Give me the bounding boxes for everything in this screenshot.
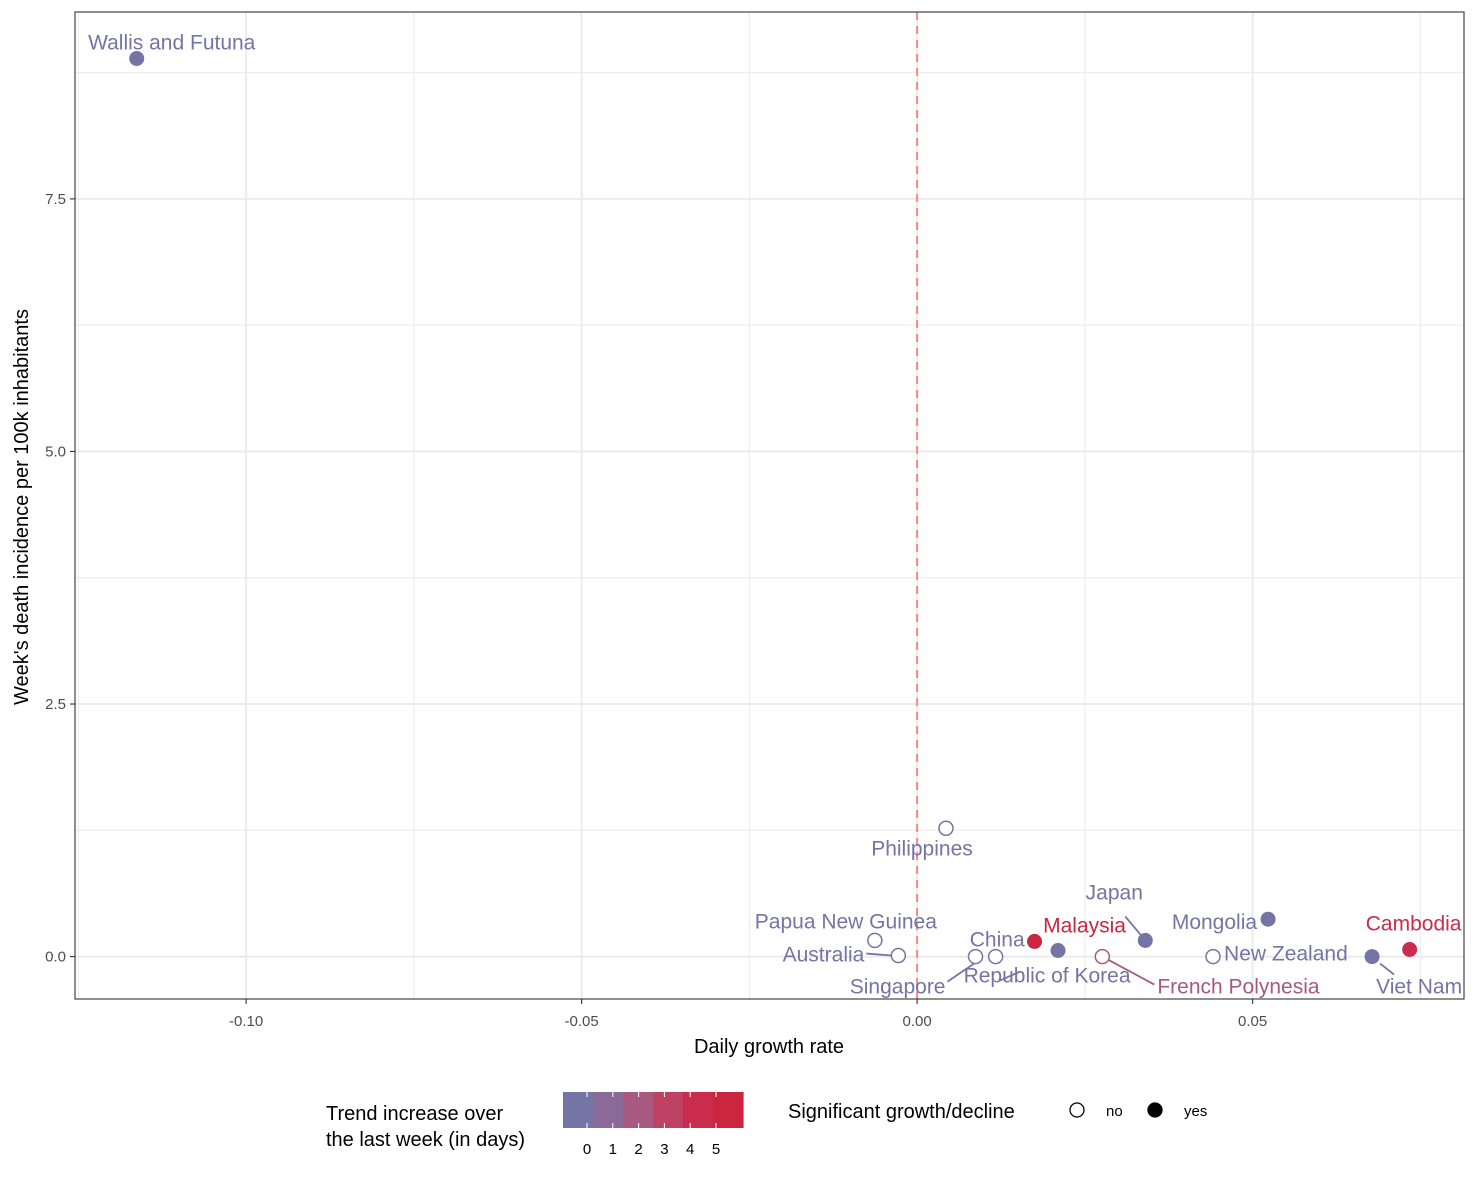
x-axis-title: Daily growth rate (694, 1036, 844, 1058)
label-australia: Australia (783, 944, 865, 967)
point-french-polynesia (1094, 948, 1111, 965)
label-new-zealand: New Zealand (1224, 943, 1348, 966)
color-bar-segment (563, 1092, 594, 1128)
y-tick-label: 7.5 (45, 191, 66, 208)
color-bar-segment (593, 1092, 624, 1128)
color-legend-title-line-1: Trend increase over (326, 1103, 503, 1125)
label-malaysia: Malaysia (1043, 914, 1126, 937)
y-tick-label: 5.0 (45, 443, 66, 460)
y-axis-title: Week's death incidence per 100k inhabita… (11, 309, 33, 705)
y-tick-label: 0.0 (45, 949, 66, 966)
x-axis-ticks: -0.10 -0.05 0.00 0.05 (229, 999, 1267, 1030)
color-bar (563, 1092, 744, 1128)
label-singapore: Singapore (850, 976, 946, 999)
point-republic-of-korea (1050, 943, 1066, 959)
point-singapore (967, 948, 984, 965)
color-bar-segment (623, 1092, 654, 1128)
grid (75, 12, 1464, 999)
point-wallis-and-futuna (129, 50, 145, 66)
color-bar-segment (653, 1092, 684, 1128)
label-mongolia: Mongolia (1172, 911, 1258, 934)
point-mongolia (1260, 911, 1276, 927)
color-bar-tick-label: 2 (634, 1141, 642, 1158)
label-china: China (970, 929, 1025, 952)
x-tick-label: -0.05 (565, 1013, 599, 1030)
data-points (129, 50, 1418, 965)
point-japan (1137, 932, 1153, 948)
plot-panel-border (74, 11, 1465, 1000)
color-bar-tick-label: 1 (609, 1141, 617, 1158)
shape-key-no (1069, 1102, 1085, 1118)
label-cambodia: Cambodia (1366, 912, 1462, 935)
x-tick-label: 0.05 (1238, 1013, 1267, 1030)
label-french-polynesia: French Polynesia (1157, 976, 1320, 999)
label-wallis-and-futuna: Wallis and Futuna (88, 31, 256, 54)
color-bar-tick-label: 0 (583, 1141, 591, 1158)
label-philippines: Philippines (871, 837, 973, 860)
shape-key-yes (1147, 1102, 1163, 1118)
point-new-zealand (1205, 948, 1221, 965)
color-bar-tick-label: 3 (660, 1141, 668, 1158)
shape-key-label-yes: yes (1184, 1103, 1207, 1120)
connector-french-polynesia (1101, 955, 1155, 986)
point-china (987, 948, 1004, 965)
color-bar-segment (683, 1092, 714, 1128)
label-viet-nam: Viet Nam (1376, 976, 1462, 999)
color-bar-segment (713, 1092, 744, 1128)
legend: Trend increase over the last week (in da… (326, 1092, 1207, 1158)
connector-australia (866, 952, 893, 957)
point-labels: Wallis and Futuna Philippines Papua New Gu… (88, 31, 1462, 998)
y-tick-label: 2.5 (45, 696, 66, 713)
shape-legend-title: Significant growth/decline (788, 1101, 1015, 1123)
point-cambodia (1402, 941, 1418, 957)
point-philippines (938, 820, 954, 837)
label-papua-new-guinea: Papua New Guinea (755, 910, 937, 933)
point-viet-nam (1364, 949, 1380, 965)
label-japan: Japan (1086, 881, 1143, 904)
connector-singapore (946, 961, 977, 983)
shape-key-label-no: no (1106, 1103, 1123, 1120)
color-legend-title-line-2: the last week (in days) (326, 1129, 525, 1151)
x-tick-label: -0.10 (229, 1013, 263, 1030)
y-axis-ticks: 0.0 2.5 5.0 7.5 (45, 191, 75, 966)
connector-republic-of-korea (999, 970, 1021, 982)
x-tick-label: 0.00 (903, 1013, 932, 1030)
color-bar-tick-label: 5 (712, 1141, 720, 1158)
point-papua-new-guinea (867, 932, 883, 949)
point-australia (890, 947, 907, 964)
label-republic-of-korea: Republic of Korea (964, 965, 1131, 988)
shape-legend-keys: no yes (1069, 1102, 1207, 1120)
point-malaysia (1027, 933, 1043, 949)
connector-viet-nam (1379, 962, 1395, 976)
color-bar-tick-label: 4 (686, 1141, 694, 1158)
